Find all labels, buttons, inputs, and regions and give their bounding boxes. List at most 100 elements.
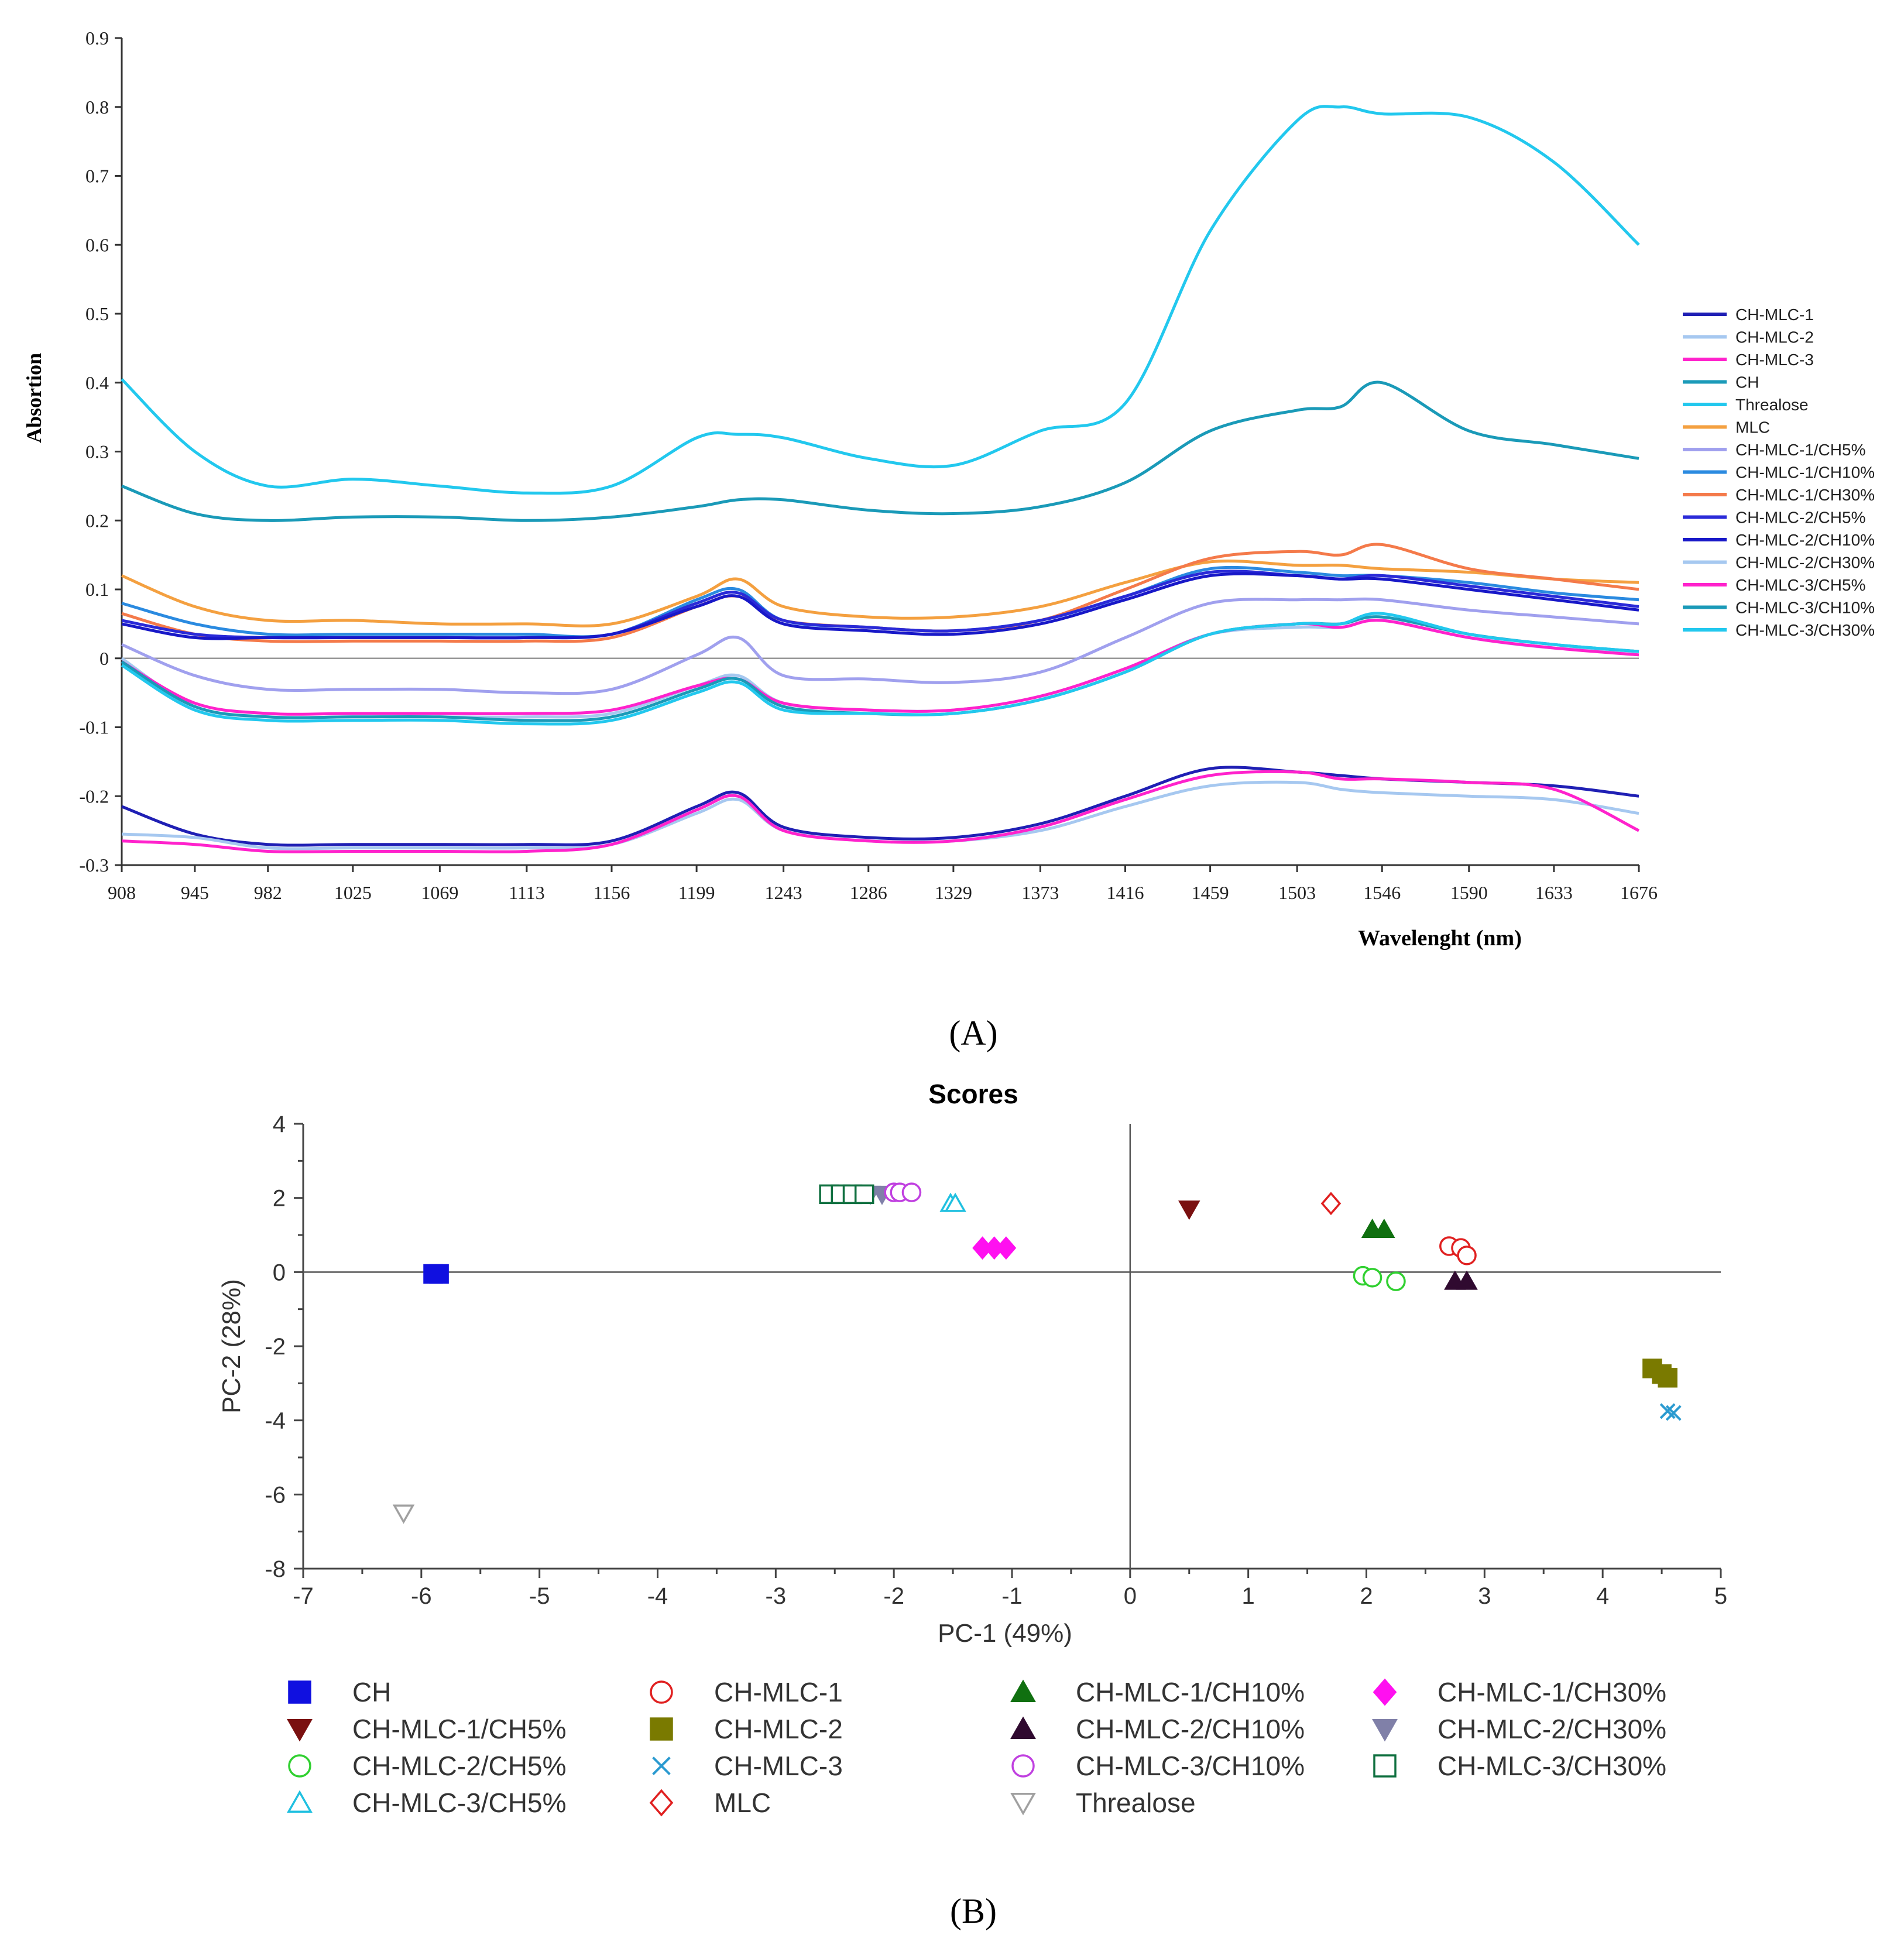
- panel-a-y-tick-label: -0.3: [79, 855, 109, 876]
- panel-a-x-tick-label: 982: [254, 882, 282, 903]
- series-line-ch-mlc-1-ch5pct: [121, 597, 1639, 695]
- panel-a-x-tick-label: 1025: [334, 882, 372, 903]
- panel-a-x-tick-label: 1243: [765, 882, 802, 903]
- legend-marker-ch-mlc-2-ch10pct: [1010, 1716, 1036, 1740]
- panel-a-y-tick-label: 0.5: [85, 303, 109, 324]
- legend-label-ch-mlc-1-ch30pct: CH-MLC-1/CH30%: [1735, 486, 1875, 504]
- panel-a-y-tick-label: 0.9: [85, 28, 109, 49]
- point-ch-mlc-3-ch5pct: [944, 1192, 966, 1212]
- legend-label-ch-mlc-3: CH-MLC-3: [714, 1751, 843, 1781]
- panel-b-x-axis-label: PC-1 (49%): [938, 1619, 1072, 1648]
- panel-b-y-tick-label: -8: [265, 1556, 286, 1582]
- series-line-ch-mlc-3-ch5pct: [121, 619, 1639, 716]
- panel-b-y-tick-label: -6: [265, 1482, 286, 1508]
- legend-marker-ch-mlc-2-ch30pct: [1372, 1718, 1398, 1742]
- panel-b-y-tick-label: 2: [273, 1186, 286, 1212]
- point-ch-mlc-3-ch10pct: [901, 1182, 922, 1202]
- legend-marker-ch: [288, 1680, 311, 1704]
- panel-b-x-tick-label: -2: [883, 1583, 904, 1609]
- panel-a-x-tick-label: 945: [181, 882, 209, 903]
- point-ch-mlc-3-ch30pct: [854, 1184, 874, 1205]
- legend-label-ch-mlc-2-ch5pct: CH-MLC-2/CH5%: [352, 1751, 566, 1781]
- point-ch: [429, 1264, 449, 1284]
- legend-label-ch-mlc-2-ch30pct: CH-MLC-2/CH30%: [1735, 554, 1875, 572]
- panel-b-x-tick-label: 4: [1596, 1583, 1609, 1609]
- panel-a-x-tick-label: 1633: [1535, 882, 1573, 903]
- panel-b-x-tick-label: -4: [647, 1583, 668, 1609]
- point-ch-mlc-1: [1457, 1246, 1477, 1265]
- legend-marker-ch-mlc-3-ch10pct: [1011, 1754, 1035, 1778]
- point-ch-mlc-1-ch30pct: [996, 1236, 1017, 1260]
- legend-label-ch-mlc-1-ch10pct: CH-MLC-1/CH10%: [1076, 1677, 1305, 1707]
- point-ch-mlc-2-ch10pct: [1456, 1270, 1478, 1290]
- panel-a-x-tick-label: 1199: [678, 882, 715, 903]
- panel-b-y-tick-label: -4: [265, 1408, 286, 1434]
- panel-a-series: [121, 105, 1640, 853]
- panel-b-x-tick-label: 1: [1242, 1583, 1255, 1609]
- point-ch-mlc-2: [1658, 1368, 1677, 1388]
- panel-a-x-axis-label: Wavelenght (nm): [1358, 926, 1522, 951]
- legend-label-ch-mlc-1: CH-MLC-1: [1735, 306, 1814, 324]
- panel-a-x-tick-label: 1590: [1450, 882, 1488, 903]
- series-line-ch: [121, 380, 1639, 522]
- panel-b-y-tick-label: 4: [273, 1112, 286, 1137]
- point-ch-mlc-3: [1665, 1405, 1682, 1421]
- panel-a-x-tick-label: 1286: [850, 882, 887, 903]
- legend-label-ch-mlc-1: CH-MLC-1: [714, 1677, 843, 1707]
- panel-b-y-axis-label: PC-2 (28%): [217, 1279, 246, 1414]
- point-ch-mlc-1-ch10pct: [1373, 1218, 1395, 1238]
- legend-label-ch-mlc-2: CH-MLC-2: [1735, 328, 1814, 347]
- legend-label-ch-mlc-2-ch5pct: CH-MLC-2/CH5%: [1735, 509, 1865, 527]
- panel-a-y-tick-label: 0.1: [85, 579, 109, 600]
- panel-a-y-tick-label: -0.1: [79, 717, 109, 738]
- panel-a-x-tick-label: 1069: [421, 882, 458, 903]
- point-ch-mlc-2-ch5pct: [1362, 1268, 1382, 1288]
- legend-label-mlc: MLC: [1735, 418, 1770, 437]
- panel-a-y-tick-label: 0.6: [85, 234, 109, 255]
- panel-b-axes: 4 2 0 -2 -4 -6 -8 -7 -6 -5 -4 -3 -2 -1 0 1 2 3 4 5: [265, 1112, 1727, 1609]
- panel-b-y-tick-label: -2: [265, 1334, 286, 1360]
- panel-a-y-tick-label: 0.7: [85, 166, 109, 187]
- panel-a-x-tick-label: 1373: [1021, 882, 1059, 903]
- panel-a-x-tick-label: 1416: [1107, 882, 1144, 903]
- panel-a-x-tick-label: 1156: [594, 882, 630, 903]
- panel-a-y-tick-label: 0.2: [85, 510, 109, 531]
- panel-a-axes: 0.9 0.8 0.7 0.6 0.5 0.4 0.3 0.2 0.1 0 -0.1 -0.2 -0.3…: [79, 28, 1658, 903]
- legend-marker-ch-mlc-2: [650, 1717, 673, 1741]
- panel-b-legend: CH CH-MLC-1/CH5% CH-MLC-2/CH5% CH-MLC-3/CH5…: [287, 1677, 1666, 1818]
- panel-b-points: [392, 1182, 1682, 1524]
- panel-a-y-tick-label: -0.2: [79, 785, 109, 807]
- legend-marker-mlc: [649, 1789, 674, 1817]
- panel-a-line-chart: 0.9 0.8 0.7 0.6 0.5 0.4 0.3 0.2 0.1 0 -0.1 -0.2 -0.3…: [22, 28, 1875, 1052]
- panel-b-x-tick-label: -3: [766, 1583, 787, 1609]
- point-threalose: [392, 1504, 415, 1524]
- panel-a-x-tick-label: 1329: [935, 882, 972, 903]
- legend-marker-ch-mlc-1-ch5pct: [287, 1718, 313, 1742]
- legend-marker-ch-mlc-1: [650, 1680, 673, 1704]
- legend-label-threalose: Threalose: [1735, 396, 1809, 414]
- panel-a-y-tick-label: 0.8: [85, 97, 109, 118]
- legend-label-ch-mlc-1-ch30pct: CH-MLC-1/CH30%: [1438, 1677, 1666, 1707]
- panel-b-x-tick-label: -6: [411, 1583, 432, 1609]
- panel-a-y-tick-label: 0.3: [85, 441, 109, 462]
- legend-label-ch-mlc-3-ch30pct: CH-MLC-3/CH30%: [1438, 1751, 1666, 1781]
- panel-a-x-tick-label: 1503: [1278, 882, 1316, 903]
- legend-label-ch-mlc-3-ch5pct: CH-MLC-3/CH5%: [352, 1788, 566, 1818]
- panel-b-x-tick-label: -5: [529, 1583, 550, 1609]
- legend-marker-ch-mlc-3-ch30pct: [1373, 1754, 1397, 1778]
- point-mlc: [1320, 1192, 1342, 1216]
- panel-a-y-tick-label: 0.4: [85, 372, 109, 393]
- panel-a-x-tick-label: 1546: [1363, 882, 1401, 903]
- panel-b-x-tick-label: 2: [1360, 1583, 1373, 1609]
- legend-label-ch-mlc-2-ch30pct: CH-MLC-2/CH30%: [1438, 1714, 1666, 1744]
- panel-b-title: Scores: [928, 1079, 1018, 1109]
- legend-label-threalose: Threalose: [1076, 1788, 1196, 1818]
- panel-a-x-tick-label: 1113: [509, 882, 545, 903]
- panel-a-x-tick-label: 1676: [1620, 882, 1658, 903]
- legend-label-ch-mlc-2: CH-MLC-2: [714, 1714, 843, 1744]
- panel-b-x-tick-label: 0: [1124, 1583, 1137, 1609]
- panel-b-scatter-chart: Scores 4 2 0 -2 -4 -6 -8 -7 -6 -5 -4 -3 -2 -1 0 1 2 3 4 5 P…: [217, 1079, 1727, 1930]
- panel-a-legend: CH-MLC-1 CH-MLC-2 CH-MLC-3 CH Threalose MLC CH…: [1683, 306, 1875, 639]
- point-ch-mlc-2-ch5pct: [1386, 1271, 1406, 1291]
